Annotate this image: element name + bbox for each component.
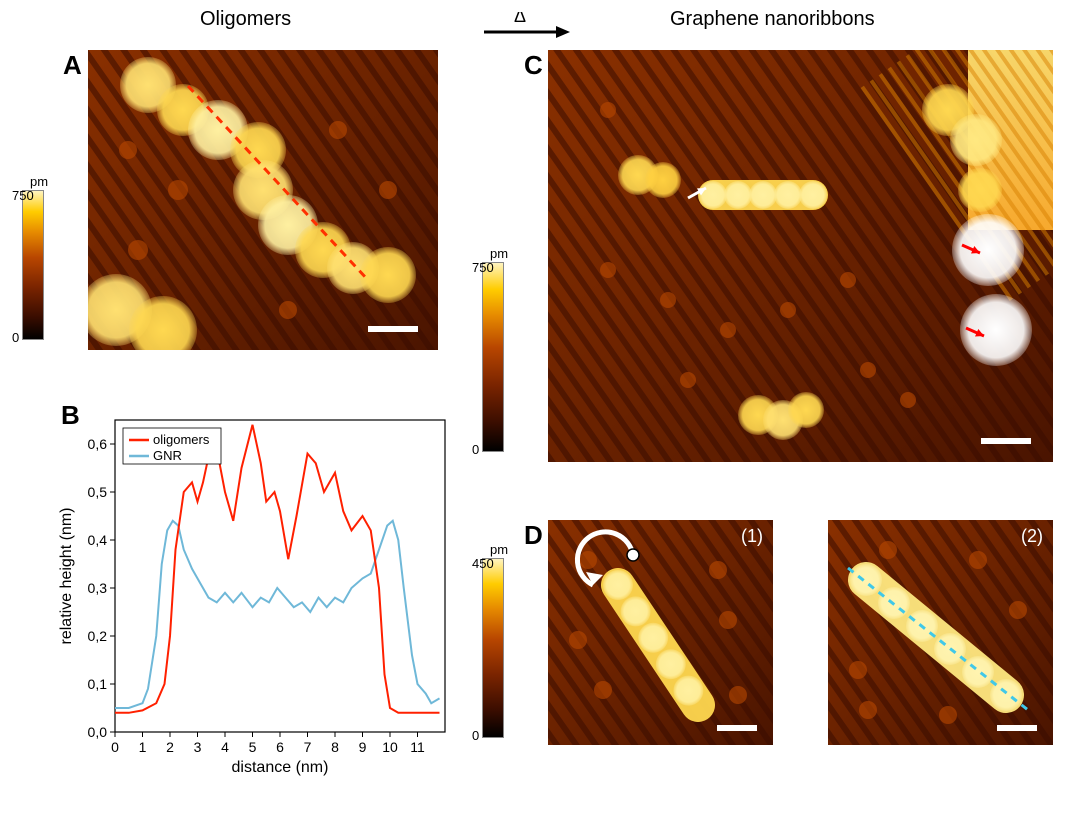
svg-text:0,6: 0,6 — [88, 436, 108, 452]
scale-bar-c — [981, 438, 1031, 444]
svg-text:Δ: Δ — [514, 12, 526, 26]
colorscale-d-min: 0 — [472, 728, 479, 743]
svg-text:GNR: GNR — [153, 448, 182, 463]
svg-text:2: 2 — [166, 739, 174, 755]
svg-text:0,5: 0,5 — [88, 484, 108, 500]
stm-image-c-svg — [548, 50, 1053, 462]
colorscale-c-gradient — [482, 262, 504, 452]
title-gnr: Graphene nanoribbons — [670, 8, 875, 31]
colorscale-c-unit: pm — [490, 246, 508, 261]
figure-header: Oligomers Graphene nanoribbons Δ — [0, 8, 1080, 40]
panel-b: B 0 1 2 3 4 5 6 7 8 9 10 11 0,0 0,1 0,2 0,3 0,4 0,5 0,6 dis… — [55, 400, 455, 780]
title-oligomers: Oligomers — [200, 8, 291, 31]
panel-d-label: D — [524, 520, 543, 551]
scale-bar-d1 — [717, 725, 757, 731]
panel-b-label: B — [61, 400, 80, 431]
panel-a-label: A — [63, 50, 82, 81]
svg-text:10: 10 — [382, 739, 398, 755]
panel-d2-sublabel: (2) — [1021, 526, 1043, 547]
stm-image-a-svg — [88, 50, 438, 350]
svg-text:3: 3 — [194, 739, 202, 755]
delta-arrow-icon: Δ — [480, 12, 570, 40]
svg-text:7: 7 — [304, 739, 312, 755]
colorscale-d-gradient — [482, 558, 504, 738]
colorscale-c: pm 750 0 — [482, 262, 532, 462]
svg-text:0,4: 0,4 — [88, 532, 108, 548]
svg-text:9: 9 — [359, 739, 367, 755]
stm-image-c — [548, 50, 1053, 462]
colorscale-c-min: 0 — [472, 442, 479, 457]
colorscale-d-max: 450 — [472, 556, 494, 571]
svg-text:relative height (nm): relative height (nm) — [58, 508, 75, 645]
svg-text:0: 0 — [111, 739, 119, 755]
stm-image-d1-svg — [548, 520, 773, 745]
svg-text:0,3: 0,3 — [88, 580, 108, 596]
svg-text:0,0: 0,0 — [88, 724, 108, 740]
stm-image-a — [88, 50, 438, 350]
svg-text:8: 8 — [331, 739, 339, 755]
colorscale-d: pm 450 0 — [482, 558, 532, 748]
svg-text:0,1: 0,1 — [88, 676, 108, 692]
svg-text:5: 5 — [249, 739, 257, 755]
stm-image-d2-svg — [828, 520, 1053, 745]
panel-d: D (1) (2) — [548, 520, 1068, 780]
panel-c: C — [548, 50, 1058, 470]
panel-a: A — [88, 50, 468, 370]
colorscale-a-max: 750 — [12, 188, 34, 203]
svg-text:1: 1 — [139, 739, 147, 755]
stm-image-d1: (1) — [548, 520, 773, 745]
scale-bar-a — [368, 326, 418, 332]
height-profile-chart: 0 1 2 3 4 5 6 7 8 9 10 11 0,0 0,1 0,2 0,3 0,4 0,5 0,6 dista… — [55, 400, 455, 780]
svg-text:4: 4 — [221, 739, 229, 755]
svg-text:11: 11 — [410, 739, 425, 755]
panel-c-label: C — [524, 50, 543, 81]
svg-text:6: 6 — [276, 739, 284, 755]
colorscale-c-max: 750 — [472, 260, 494, 275]
svg-text:oligomers: oligomers — [153, 432, 210, 447]
svg-text:0,2: 0,2 — [88, 628, 108, 644]
colorscale-a-gradient — [22, 190, 44, 340]
stm-image-d2: (2) — [828, 520, 1053, 745]
colorscale-d-unit: pm — [490, 542, 508, 557]
colorscale-a-min: 0 — [12, 330, 19, 345]
scale-bar-d2 — [997, 725, 1037, 731]
svg-text:distance (nm): distance (nm) — [232, 759, 329, 776]
colorscale-a-unit: pm — [30, 174, 48, 189]
colorscale-a: pm 750 0 — [22, 190, 72, 348]
panel-d1-sublabel: (1) — [741, 526, 763, 547]
